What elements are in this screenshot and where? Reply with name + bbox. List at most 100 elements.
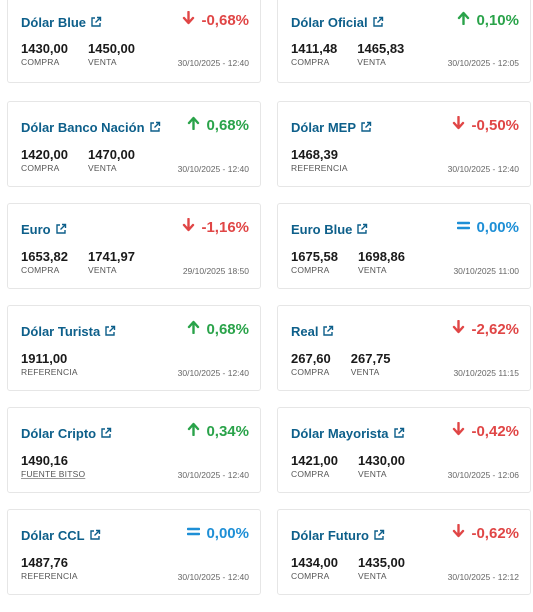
quote-card[interactable]: Dólar Mayorista -0,42% 1421,00 COMPRA 1430,0… bbox=[277, 407, 531, 493]
value-label: VENTA bbox=[358, 265, 387, 275]
external-link-icon[interactable] bbox=[373, 529, 385, 541]
quote-value: 1741,97 VENTA bbox=[88, 249, 135, 276]
quote-name-link[interactable]: Euro Blue bbox=[291, 222, 368, 237]
quote-card[interactable]: Dólar MEP -0,50% 1468,39 REFERENCIA 30/10/20… bbox=[277, 101, 531, 187]
value-number: 1911,00 bbox=[21, 351, 68, 366]
quote-card[interactable]: Dólar Oficial 0,10% 1411,48 COMPRA 1465,83 VE… bbox=[277, 0, 531, 83]
quote-name-link[interactable]: Dólar Banco Nación bbox=[21, 120, 161, 135]
quote-name-link[interactable]: Dólar Oficial bbox=[291, 15, 384, 30]
value-label: COMPRA bbox=[21, 163, 60, 173]
quote-value: 1434,00 COMPRA bbox=[291, 555, 338, 582]
value-number: 1420,00 bbox=[21, 147, 68, 162]
timestamp: 30/10/2025 - 12:40 bbox=[177, 58, 249, 68]
timestamp: 30/10/2025 - 12:06 bbox=[447, 470, 519, 480]
external-link-icon[interactable] bbox=[393, 427, 405, 439]
change-percent: -2,62% bbox=[471, 320, 519, 338]
quote-name: Dólar Oficial bbox=[291, 15, 368, 30]
timestamp: 30/10/2025 - 12:40 bbox=[177, 470, 249, 480]
timestamp: 29/10/2025 18:50 bbox=[182, 266, 249, 276]
value-number: 1465,83 bbox=[357, 41, 405, 56]
quote-name-link[interactable]: Real bbox=[291, 324, 334, 339]
external-link-icon[interactable] bbox=[100, 427, 112, 439]
timestamp: 30/10/2025 - 12:05 bbox=[447, 58, 519, 68]
change-percent: 0,68% bbox=[206, 116, 249, 134]
quote-name: Dólar Mayorista bbox=[291, 426, 389, 441]
quote-values: 1411,48 COMPRA 1465,83 VENTA bbox=[291, 41, 424, 68]
quote-card[interactable]: Dólar Banco Nación 0,68% 1420,00 COMPRA 1470… bbox=[7, 101, 261, 187]
quote-name-link[interactable]: Dólar Blue bbox=[21, 15, 102, 30]
quote-card[interactable]: Euro -1,16% 1653,82 COMPRA 1741,97 VENTA 29/10… bbox=[7, 203, 261, 289]
value-label: VENTA bbox=[358, 571, 387, 581]
quote-values: 1420,00 COMPRA 1470,00 VENTA bbox=[21, 147, 155, 174]
change-percent: -1,16% bbox=[201, 218, 249, 236]
external-link-icon[interactable] bbox=[149, 121, 161, 133]
quote-value: 1450,00 VENTA bbox=[88, 41, 135, 68]
quote-value: 1465,83 VENTA bbox=[357, 41, 404, 68]
external-link-icon[interactable] bbox=[104, 325, 116, 337]
value-label: COMPRA bbox=[21, 57, 60, 67]
arrow-up-icon bbox=[187, 320, 200, 338]
external-link-icon[interactable] bbox=[89, 529, 101, 541]
quote-name-link[interactable]: Dólar Cripto bbox=[21, 426, 112, 441]
change-indicator: 0,68% bbox=[187, 320, 249, 338]
value-label: VENTA bbox=[88, 57, 117, 67]
quote-values: 1430,00 COMPRA 1450,00 VENTA bbox=[21, 41, 155, 68]
quote-card[interactable]: Dólar Futuro -0,62% 1434,00 COMPRA 1435,00 VE… bbox=[277, 509, 531, 595]
quote-name: Euro bbox=[21, 222, 51, 237]
quote-name-link[interactable]: Dólar Turista bbox=[21, 324, 116, 339]
external-link-icon[interactable] bbox=[90, 16, 102, 28]
external-link-icon[interactable] bbox=[55, 223, 67, 235]
quote-value: 1487,76 REFERENCIA bbox=[21, 555, 78, 582]
quote-value: 1430,00 COMPRA bbox=[21, 41, 68, 68]
value-label: REFERENCIA bbox=[21, 571, 78, 581]
quote-values: 1421,00 COMPRA 1430,00 VENTA bbox=[291, 453, 425, 480]
value-number: 1430,00 bbox=[358, 453, 405, 468]
source-link[interactable]: FUENTE BITSO bbox=[21, 469, 86, 479]
quote-name-link[interactable]: Euro bbox=[21, 222, 67, 237]
quote-name-link[interactable]: Dólar CCL bbox=[21, 528, 101, 543]
external-link-icon[interactable] bbox=[322, 325, 334, 337]
arrow-up-icon bbox=[187, 422, 200, 440]
quote-value: 1698,86 VENTA bbox=[358, 249, 405, 276]
value-label: COMPRA bbox=[291, 57, 330, 67]
value-number: 1468,39 bbox=[291, 147, 338, 162]
value-label: VENTA bbox=[350, 367, 380, 377]
arrow-down-icon bbox=[452, 115, 465, 134]
value-label: VENTA bbox=[358, 469, 387, 479]
quote-values: 1653,82 COMPRA 1741,97 VENTA bbox=[21, 249, 155, 276]
quote-card[interactable]: Dólar Cripto 0,34% 1490,16 FUENTE BITSO 30/1… bbox=[7, 407, 261, 493]
value-number: 1435,00 bbox=[358, 555, 405, 570]
external-link-icon[interactable] bbox=[356, 223, 368, 235]
quote-name-link[interactable]: Dólar Futuro bbox=[291, 528, 385, 543]
quote-value: 1411,48 COMPRA bbox=[291, 41, 337, 68]
quote-card[interactable]: Dólar Blue -0,68% 1430,00 COMPRA 1450,00 VENT… bbox=[7, 0, 261, 83]
value-number: 1421,00 bbox=[291, 453, 338, 468]
quotes-grid: Dólar Blue -0,68% 1430,00 COMPRA 1450,00 VENT… bbox=[7, 0, 531, 595]
value-label: COMPRA bbox=[291, 367, 330, 377]
quote-card[interactable]: Dólar CCL 0,00% 1487,76 REFERENCIA 30/10/202… bbox=[7, 509, 261, 595]
timestamp: 30/10/2025 - 12:40 bbox=[177, 164, 249, 174]
value-number: 1487,76 bbox=[21, 555, 68, 570]
quote-card[interactable]: Dólar Turista 0,68% 1911,00 REFERENCIA 30/10… bbox=[7, 305, 261, 391]
value-number: 1653,82 bbox=[21, 249, 68, 264]
change-indicator: -0,50% bbox=[452, 115, 519, 134]
value-label: VENTA bbox=[357, 57, 386, 67]
arrow-down-icon bbox=[452, 523, 465, 542]
quote-values: 267,60 COMPRA 267,75 VENTA bbox=[291, 351, 411, 378]
timestamp: 30/10/2025 11:00 bbox=[453, 266, 519, 276]
quote-values: 1434,00 COMPRA 1435,00 VENTA bbox=[291, 555, 425, 582]
change-percent: -0,62% bbox=[471, 524, 519, 542]
quote-name-link[interactable]: Dólar Mayorista bbox=[291, 426, 405, 441]
external-link-icon[interactable] bbox=[360, 121, 372, 133]
quote-card[interactable]: Real -2,62% 267,60 COMPRA 267,75 VENTA 30/10/2… bbox=[277, 305, 531, 391]
value-label: COMPRA bbox=[291, 571, 330, 581]
quote-name-link[interactable]: Dólar MEP bbox=[291, 120, 372, 135]
quote-card[interactable]: Euro Blue 0,00% 1675,58 COMPRA 1698,86 VENTA 3… bbox=[277, 203, 531, 289]
value-number: 1675,58 bbox=[291, 249, 338, 264]
quote-name: Dólar Cripto bbox=[21, 426, 97, 441]
value-number: 1450,00 bbox=[88, 41, 135, 56]
value-label: COMPRA bbox=[291, 469, 330, 479]
quote-name: Dólar Blue bbox=[21, 15, 87, 30]
quote-name: Dólar MEP bbox=[291, 120, 357, 135]
external-link-icon[interactable] bbox=[372, 16, 384, 28]
